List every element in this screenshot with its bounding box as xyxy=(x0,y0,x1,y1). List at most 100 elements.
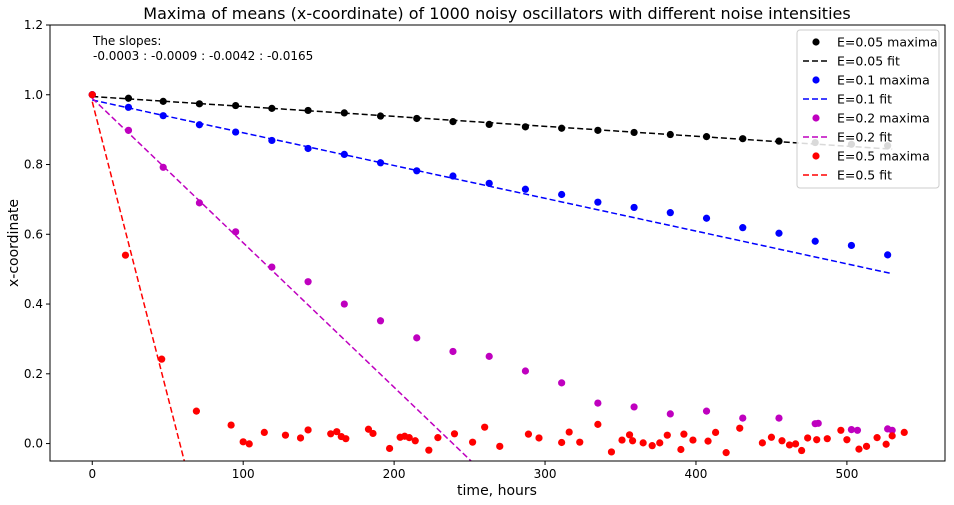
plot-frame xyxy=(49,24,946,462)
legend-entry-e-0-1-fit: E=0.1 fit xyxy=(803,92,892,107)
data-point xyxy=(630,403,638,411)
legend: E=0.05 maxima E=0.05 fit E=0.1 maxima E=0.1… xyxy=(796,29,940,189)
data-point xyxy=(862,442,871,450)
data-point xyxy=(195,100,204,108)
series-e-0-5-fit xyxy=(91,101,186,461)
data-point xyxy=(811,237,819,245)
data-point xyxy=(648,442,656,450)
data-point xyxy=(565,428,573,436)
data-point xyxy=(814,419,822,427)
x-axis: 0 100 200 300 400 500 xyxy=(88,461,858,481)
data-point xyxy=(775,229,783,237)
data-point xyxy=(884,251,892,259)
data-point xyxy=(775,414,783,422)
data-point xyxy=(625,431,634,439)
fit-line xyxy=(91,97,472,461)
data-point xyxy=(558,438,566,447)
data-point xyxy=(639,439,647,447)
y-tick-label: 0.0 xyxy=(24,437,43,451)
legend-entry-e-0-1-maxima: E=0.1 maxima xyxy=(812,73,930,88)
data-point xyxy=(702,214,711,222)
legend-box xyxy=(796,29,940,189)
data-point xyxy=(385,444,394,453)
y-tick-label: 0.8 xyxy=(24,158,43,172)
y-tick-label: 1.2 xyxy=(24,18,43,32)
plot-content xyxy=(88,91,908,461)
legend-entry-e-0-2-fit: E=0.2 fit xyxy=(803,130,892,145)
data-point xyxy=(778,437,786,445)
data-point xyxy=(722,449,730,457)
data-point xyxy=(413,167,421,175)
fit-line xyxy=(91,101,186,461)
data-point xyxy=(342,435,350,443)
data-point xyxy=(813,436,821,444)
y-tick-label: 0.6 xyxy=(24,227,43,241)
data-point xyxy=(333,428,341,436)
data-point xyxy=(485,352,493,360)
data-point xyxy=(260,428,268,436)
data-point xyxy=(413,334,421,342)
data-point xyxy=(847,426,856,434)
data-point xyxy=(767,433,776,441)
data-point xyxy=(376,317,385,325)
data-point xyxy=(496,442,504,450)
data-point xyxy=(677,445,685,454)
series-e-0-2-fit xyxy=(91,97,472,461)
data-point xyxy=(239,438,247,446)
y-axis-label: x-coordinate xyxy=(6,199,22,287)
data-point xyxy=(847,241,856,250)
legend-label: E=0.5 fit xyxy=(837,168,892,183)
data-point xyxy=(485,120,493,129)
data-point xyxy=(304,426,312,434)
data-point xyxy=(558,190,566,199)
legend-label: E=0.5 maxima xyxy=(837,149,930,164)
data-point xyxy=(158,355,166,363)
legend-entry-e-0-5-maxima: E=0.5 maxima xyxy=(812,149,930,164)
data-point xyxy=(450,430,459,438)
data-point xyxy=(232,228,240,236)
data-point xyxy=(376,159,385,167)
data-point xyxy=(281,431,290,439)
data-point xyxy=(666,209,674,217)
data-point xyxy=(481,423,489,431)
data-point xyxy=(888,426,896,434)
legend-label: E=0.1 fit xyxy=(837,92,892,107)
data-point xyxy=(88,91,96,99)
legend-marker-swatch xyxy=(812,152,820,160)
data-point xyxy=(798,446,806,455)
data-point xyxy=(823,435,831,443)
data-point xyxy=(159,97,167,105)
legend-entry-e-0-05-fit: E=0.05 fit xyxy=(803,54,900,69)
data-point xyxy=(535,434,543,442)
legend-marker-swatch xyxy=(812,38,820,46)
x-tick-label: 200 xyxy=(383,467,406,481)
data-point xyxy=(485,179,493,187)
data-point xyxy=(618,436,626,444)
data-point xyxy=(882,440,890,448)
data-point xyxy=(758,439,766,447)
x-tick-label: 500 xyxy=(835,467,858,481)
y-tick-label: 1.0 xyxy=(24,88,43,102)
data-point xyxy=(232,101,240,110)
plot-area xyxy=(50,25,945,461)
x-tick-label: 0 xyxy=(88,467,96,481)
data-point xyxy=(521,185,530,193)
legend-marker-swatch xyxy=(812,76,820,84)
data-point xyxy=(704,437,712,445)
data-point xyxy=(785,441,794,449)
legend-label: E=0.05 maxima xyxy=(837,35,938,50)
data-point xyxy=(843,436,851,444)
data-point xyxy=(711,428,720,436)
data-point xyxy=(268,104,276,112)
legend-entry-e-0-2-maxima: E=0.2 maxima xyxy=(812,111,930,126)
series-e-0-5-maxima xyxy=(88,91,908,457)
data-point xyxy=(434,434,442,442)
data-point xyxy=(195,199,204,207)
slopes-values: -0.0003 : -0.0009 : -0.0042 : -0.0165 xyxy=(93,49,313,63)
data-point xyxy=(739,414,747,422)
data-point xyxy=(159,163,167,171)
data-point xyxy=(680,430,688,438)
series-e-0-1-maxima xyxy=(88,91,892,259)
y-tick-label: 0.4 xyxy=(24,297,43,311)
fit-line xyxy=(92,99,893,275)
